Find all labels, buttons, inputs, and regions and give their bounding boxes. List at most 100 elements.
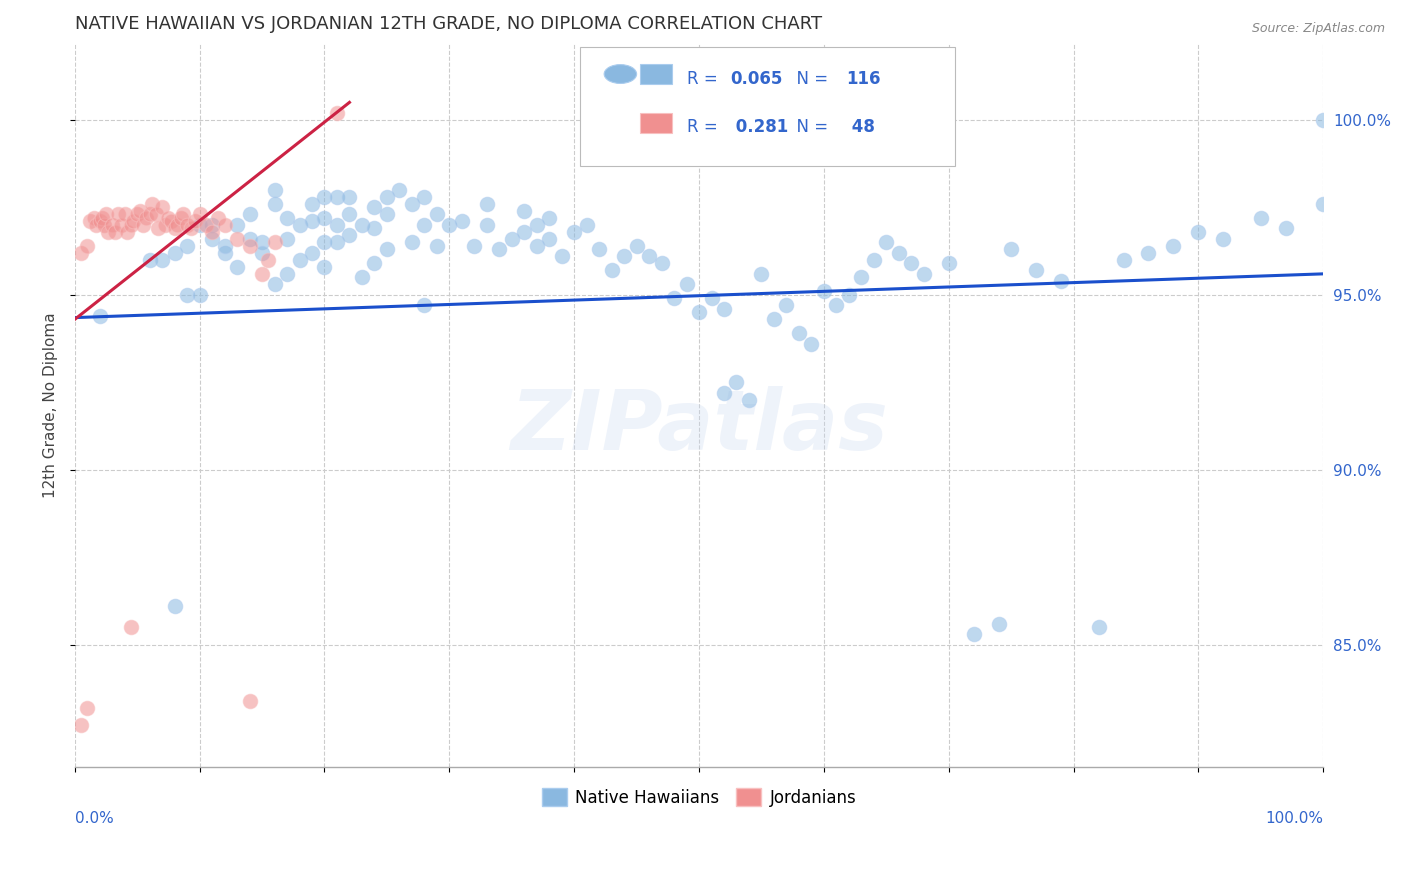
Point	[104, 225, 127, 239]
Point	[153, 218, 176, 232]
Point	[70, 718, 93, 732]
Point	[488, 243, 510, 257]
Point	[76, 239, 98, 253]
Point	[288, 218, 311, 232]
FancyBboxPatch shape	[581, 46, 955, 166]
Point	[257, 252, 280, 267]
Point	[70, 245, 93, 260]
Point	[107, 207, 129, 221]
Point	[326, 218, 349, 232]
Point	[800, 336, 823, 351]
Point	[172, 207, 194, 221]
Text: N =: N =	[786, 118, 834, 136]
Point	[150, 200, 173, 214]
Point	[900, 256, 922, 270]
Point	[426, 239, 449, 253]
Point	[501, 232, 523, 246]
Point	[120, 218, 142, 232]
Point	[326, 106, 349, 120]
Point	[91, 211, 114, 225]
Point	[163, 599, 186, 614]
Point	[1025, 263, 1047, 277]
Point	[188, 218, 211, 232]
Point	[600, 263, 623, 277]
Point	[148, 221, 170, 235]
Point	[314, 235, 336, 250]
Point	[813, 285, 835, 299]
Point	[201, 232, 224, 246]
Y-axis label: 12th Grade, No Diploma: 12th Grade, No Diploma	[44, 312, 58, 498]
Text: 0.0%: 0.0%	[75, 811, 114, 826]
Point	[89, 214, 111, 228]
Point	[825, 298, 848, 312]
Point	[1275, 221, 1298, 235]
Point	[101, 218, 124, 232]
Point	[388, 183, 411, 197]
Point	[401, 235, 423, 250]
Point	[110, 218, 132, 232]
Point	[875, 235, 897, 250]
Point	[326, 190, 349, 204]
Point	[1112, 252, 1135, 267]
Text: N =: N =	[786, 70, 834, 87]
Point	[214, 245, 236, 260]
Point	[176, 218, 198, 232]
Point	[350, 218, 373, 232]
Point	[120, 620, 142, 634]
Point	[887, 245, 910, 260]
Point	[160, 214, 183, 228]
Point	[79, 214, 101, 228]
Point	[526, 239, 548, 253]
Point	[93, 218, 115, 232]
Point	[613, 249, 636, 263]
Point	[363, 256, 385, 270]
Point	[214, 239, 236, 253]
Point	[301, 245, 323, 260]
Point	[176, 288, 198, 302]
Text: R =: R =	[686, 118, 723, 136]
Point	[263, 277, 285, 292]
Point	[363, 200, 385, 214]
Point	[1250, 211, 1272, 225]
Point	[188, 288, 211, 302]
Point	[180, 221, 202, 235]
Point	[513, 225, 536, 239]
Text: Source: ZipAtlas.com: Source: ZipAtlas.com	[1251, 22, 1385, 36]
Text: 0.281: 0.281	[730, 118, 789, 136]
Point	[141, 197, 163, 211]
Point	[276, 232, 298, 246]
Point	[401, 197, 423, 211]
Text: 100.0%: 100.0%	[1265, 811, 1323, 826]
Point	[163, 245, 186, 260]
Text: 0.065: 0.065	[730, 70, 783, 87]
Point	[713, 301, 735, 316]
Point	[862, 252, 884, 267]
Point	[787, 326, 810, 341]
Point	[127, 207, 149, 221]
Point	[276, 211, 298, 225]
Point	[263, 197, 285, 211]
Point	[226, 218, 249, 232]
Point	[1050, 274, 1073, 288]
Point	[239, 232, 262, 246]
Text: R =: R =	[686, 70, 723, 87]
Text: NATIVE HAWAIIAN VS JORDANIAN 12TH GRADE, NO DIPLOMA CORRELATION CHART: NATIVE HAWAIIAN VS JORDANIAN 12TH GRADE,…	[75, 15, 823, 33]
Point	[675, 277, 697, 292]
Point	[163, 221, 186, 235]
Point	[250, 245, 273, 260]
Point	[166, 218, 188, 232]
Point	[912, 267, 935, 281]
Point	[301, 214, 323, 228]
Point	[575, 218, 598, 232]
Point	[1212, 232, 1234, 246]
Point	[526, 218, 548, 232]
Point	[339, 228, 361, 243]
Text: 116: 116	[846, 70, 880, 87]
Point	[226, 232, 249, 246]
Point	[339, 190, 361, 204]
Point	[838, 288, 860, 302]
Point	[738, 392, 761, 407]
Point	[314, 211, 336, 225]
Point	[562, 225, 585, 239]
Point	[426, 207, 449, 221]
